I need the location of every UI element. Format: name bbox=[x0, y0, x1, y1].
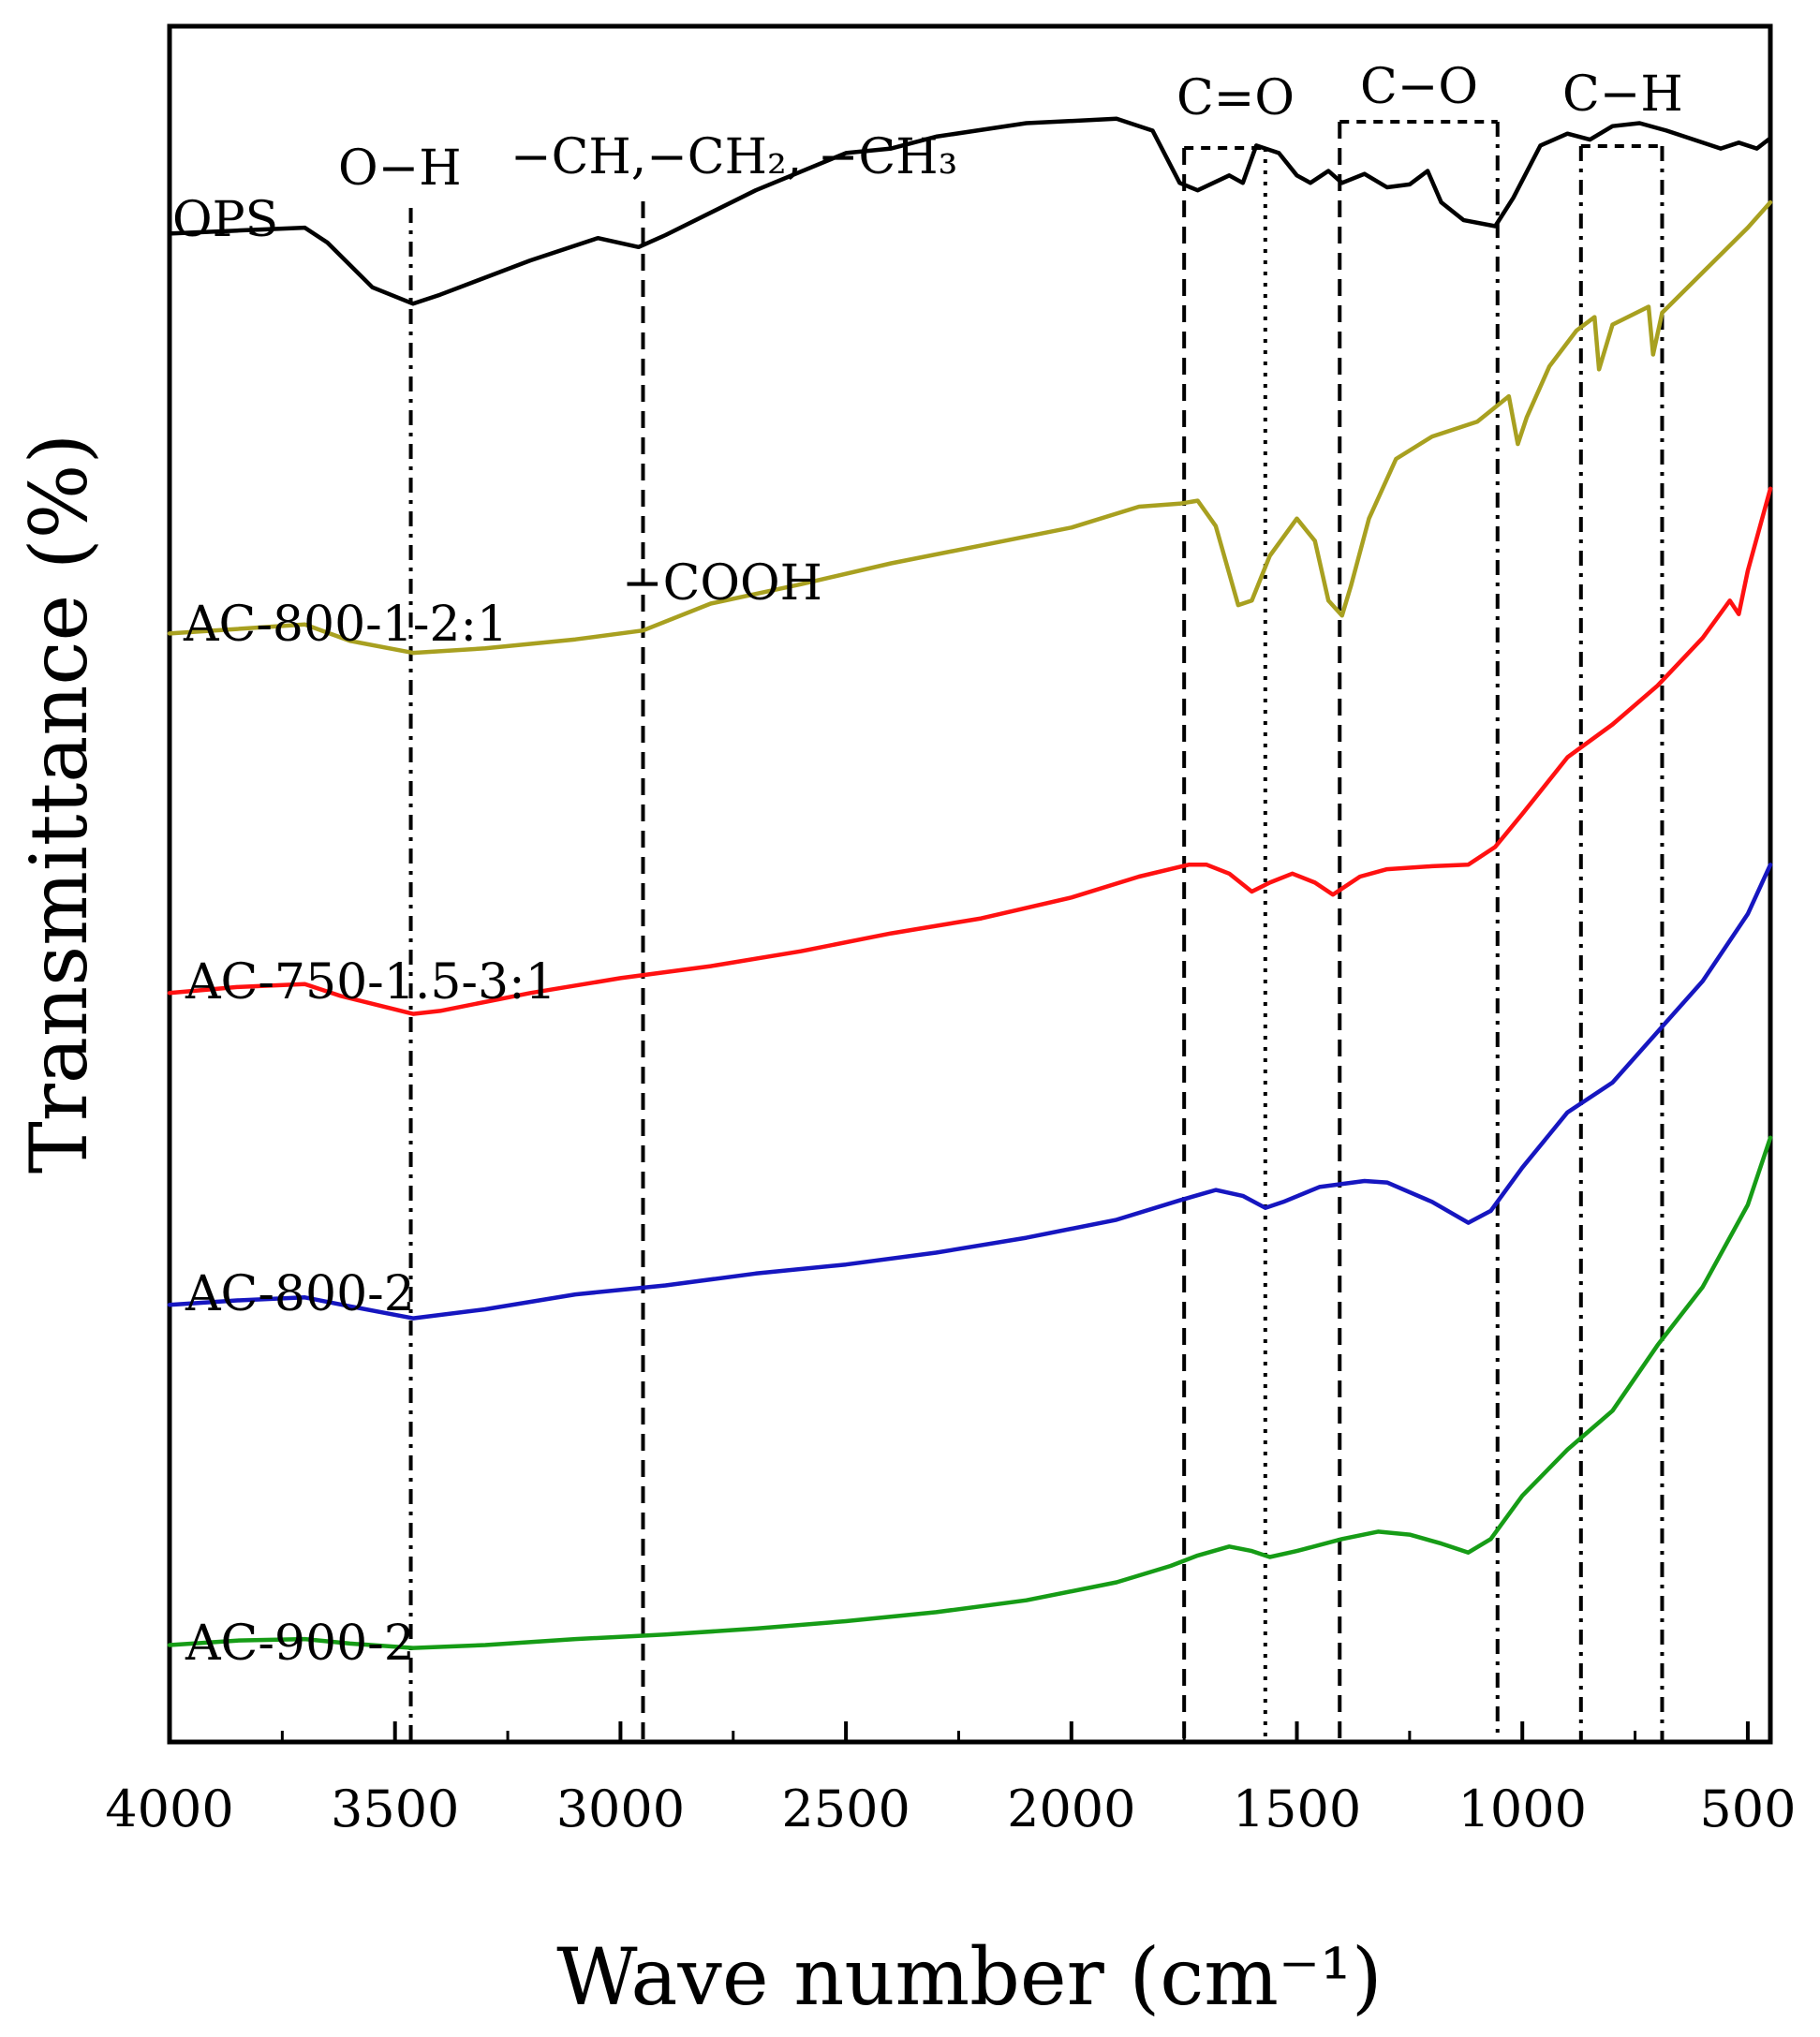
plot-frame bbox=[167, 23, 1773, 1745]
series-line-3 bbox=[167, 863, 1773, 1321]
x-tick-label-500: 500 bbox=[1699, 1779, 1796, 1838]
annotation-oh: O−H bbox=[338, 140, 462, 197]
annotation-cooh: −COOH bbox=[622, 555, 822, 612]
annotation-ch: −CH,−CH₂, −CH₃ bbox=[510, 129, 957, 185]
series-line-4 bbox=[167, 1135, 1773, 1650]
x-tick-label-1500: 1500 bbox=[1233, 1779, 1361, 1838]
annotation-co-double: C=O bbox=[1176, 70, 1295, 126]
annotation-c-h: C−H bbox=[1562, 66, 1683, 123]
series-line-0 bbox=[167, 116, 1773, 306]
series-label-ac-750-1-5-3-1: AC-750-1.5-3:1 bbox=[185, 954, 556, 1011]
series-label-ac-800-1-2-1: AC-800-1-2:1 bbox=[183, 597, 508, 653]
series-label-ac-900-2: AC-900-2 bbox=[185, 1616, 415, 1672]
x-axis-title: Wave number (cm⁻¹) bbox=[556, 1931, 1382, 2023]
y-axis-title: Transmittance (%) bbox=[13, 434, 105, 1174]
x-tick-label-3000: 3000 bbox=[556, 1779, 685, 1838]
x-tick-label-1000: 1000 bbox=[1458, 1779, 1587, 1838]
x-tick-label-3500: 3500 bbox=[331, 1779, 459, 1838]
x-axis: 4000 3500 3000 2500 2000 1500 1000 500 bbox=[105, 1721, 1796, 1838]
series-label-ops: OPS bbox=[172, 192, 278, 248]
x-tick-label-2000: 2000 bbox=[1007, 1779, 1135, 1838]
series-lines bbox=[167, 116, 1773, 1650]
series-label-ac-800-2: AC-800-2 bbox=[185, 1266, 415, 1322]
annotation-co-single: C−O bbox=[1360, 59, 1478, 115]
series-line-2 bbox=[167, 486, 1773, 1016]
series-line-1 bbox=[167, 199, 1773, 656]
x-tick-label-4000: 4000 bbox=[105, 1779, 233, 1838]
annotation-lines bbox=[408, 120, 1665, 1742]
x-tick-label-2500: 2500 bbox=[781, 1779, 910, 1838]
